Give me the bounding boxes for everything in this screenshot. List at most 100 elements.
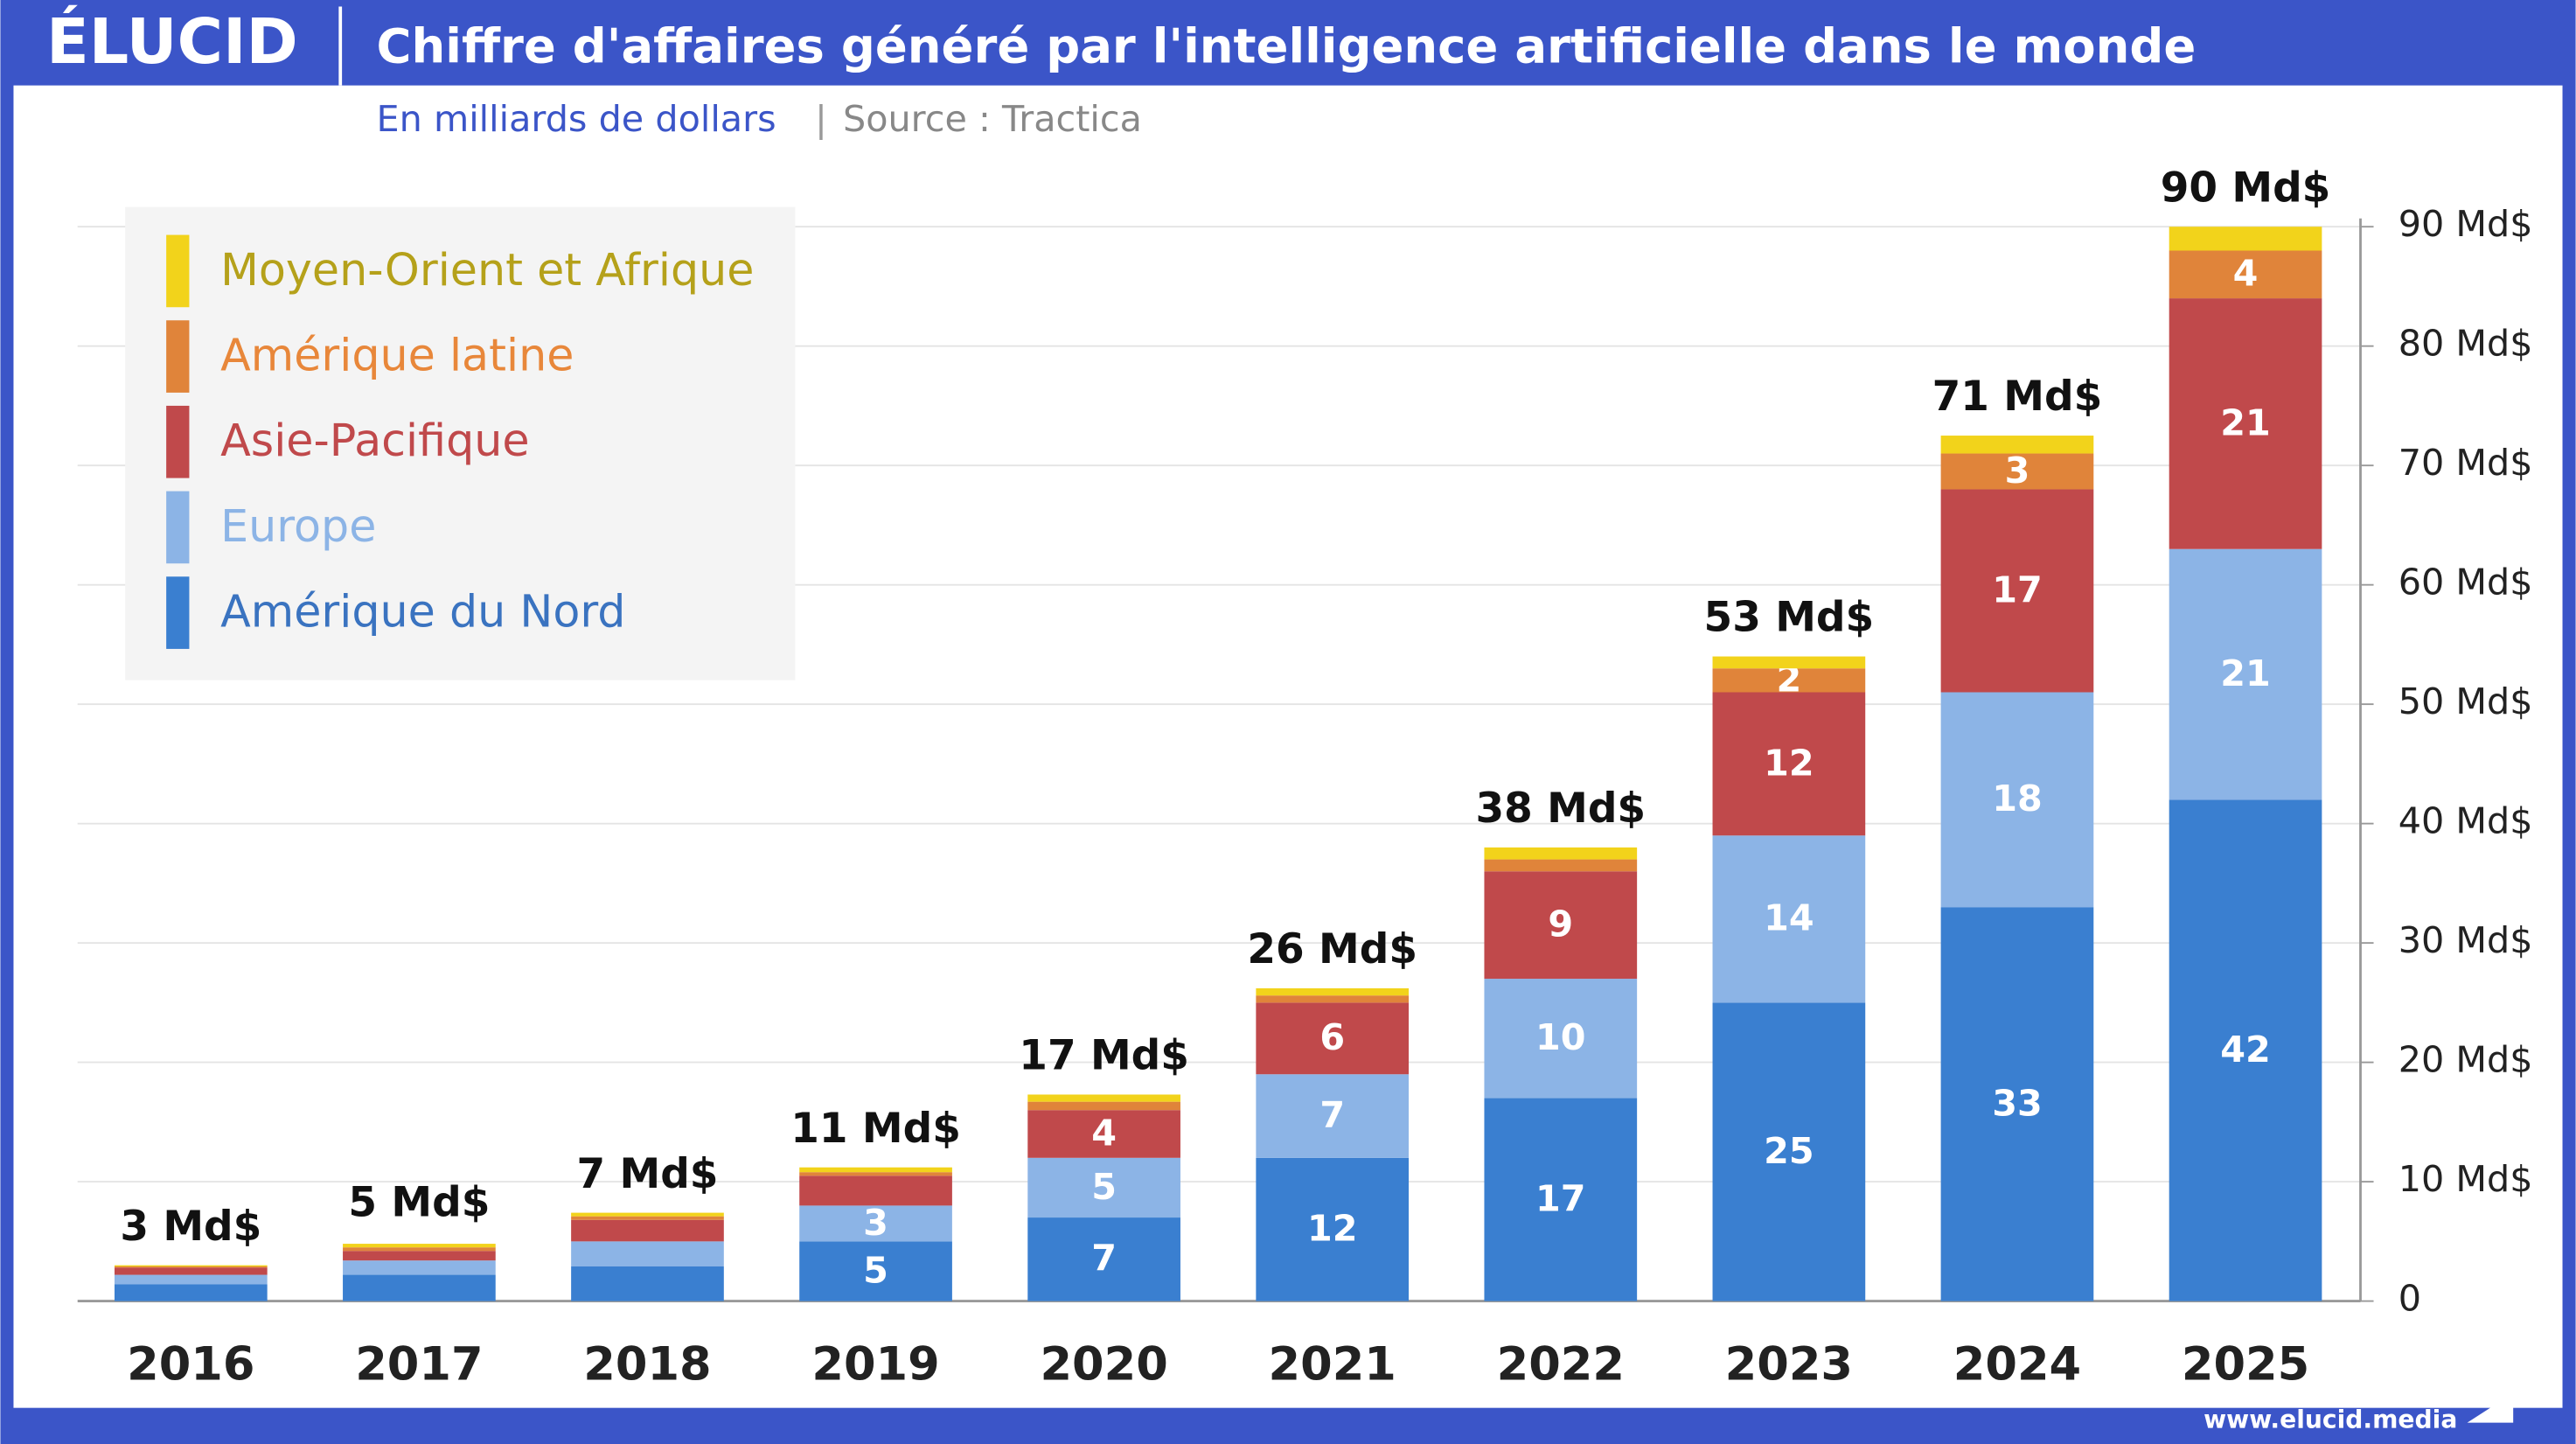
- bar-segment: [114, 1267, 268, 1275]
- legend-label: Europe: [220, 500, 376, 552]
- y-tick-label: 20 Md$: [2398, 1039, 2533, 1081]
- data-label: 18: [1992, 778, 2043, 820]
- bar-segment: [1712, 656, 1866, 669]
- bar-segment: [1484, 847, 1638, 860]
- bar-segment: [1256, 1002, 1410, 1075]
- chart-title: Chiffre d'affaires généré par l'intellig…: [377, 17, 2197, 73]
- data-label: 6: [1319, 1016, 1345, 1058]
- x-tick-label: 2020: [1040, 1337, 1167, 1391]
- bar-segment: [1940, 489, 2094, 693]
- bar-segment: [1027, 1101, 1180, 1111]
- total-label: 71 Md$: [1932, 373, 2103, 421]
- bar-segment: [1256, 987, 1410, 996]
- bar-segment: [1484, 979, 1638, 1099]
- bar-segment: [1484, 1098, 1638, 1301]
- total-label: 90 Md$: [2161, 164, 2331, 212]
- x-tick-label: 2016: [127, 1337, 254, 1391]
- legend-swatch: [166, 576, 190, 649]
- bar-segment: [1484, 871, 1638, 980]
- x-tick-label: 2025: [2182, 1337, 2309, 1391]
- y-tick-label: 90 Md$: [2398, 203, 2533, 245]
- data-label: 4: [1091, 1112, 1117, 1154]
- bar-segment: [799, 1241, 952, 1301]
- total-label: 11 Md$: [790, 1105, 961, 1153]
- y-tick-label: 0: [2398, 1278, 2421, 1320]
- legend-label: Amérique latine: [220, 329, 574, 380]
- total-label: 53 Md$: [1704, 594, 1875, 642]
- bar-segment: [1256, 1157, 1410, 1301]
- bar-segment: [1712, 668, 1866, 693]
- data-label: 33: [1992, 1082, 2043, 1124]
- data-label: 12: [1764, 742, 1814, 784]
- legend-swatch: [166, 234, 190, 308]
- total-label: 38 Md$: [1475, 785, 1646, 833]
- data-label: 5: [863, 1249, 888, 1291]
- bar-segment: [2169, 250, 2322, 299]
- x-tick-label: 2024: [1953, 1337, 2081, 1391]
- data-label: 10: [1535, 1016, 1586, 1058]
- bar-segment: [1940, 907, 2094, 1301]
- y-tick-label: 10 Md$: [2398, 1158, 2533, 1200]
- separator: |: [815, 98, 827, 140]
- data-label: 21: [2220, 652, 2271, 694]
- data-label: 9: [1548, 903, 1573, 945]
- data-label: 17: [1992, 569, 2043, 610]
- total-label: 3 Md$: [120, 1203, 261, 1251]
- bar-segment: [114, 1284, 268, 1301]
- bar-segment: [1256, 995, 1410, 1003]
- y-tick-label: 50 Md$: [2398, 680, 2533, 722]
- bar-segment: [1027, 1094, 1180, 1102]
- bar-segment: [114, 1266, 268, 1268]
- data-label: 7: [1319, 1094, 1345, 1136]
- data-label: 3: [863, 1202, 888, 1244]
- total-label: 7 Md$: [576, 1150, 718, 1198]
- bar-segment: [799, 1167, 952, 1173]
- data-label: 14: [1764, 897, 1814, 939]
- bar-segment: [2169, 298, 2322, 549]
- bar-segment: [2169, 799, 2322, 1301]
- bar-segment: [2169, 548, 2322, 800]
- bar-segment: [571, 1212, 724, 1217]
- bar-segment: [799, 1205, 952, 1242]
- legend-swatch: [166, 320, 190, 393]
- bar-segment: [343, 1244, 496, 1248]
- x-tick-label: 2018: [583, 1337, 711, 1391]
- x-tick-label: 2022: [1497, 1337, 1625, 1391]
- x-tick-label: 2017: [355, 1337, 483, 1391]
- total-label: 17 Md$: [1019, 1032, 1189, 1080]
- bar-segment: [1484, 859, 1638, 872]
- source: Source : Tractica: [843, 98, 1142, 140]
- bar-segment: [571, 1241, 724, 1267]
- y-tick-label: 80 Md$: [2398, 323, 2533, 365]
- bar-segment: [571, 1266, 724, 1301]
- bar-segment: [571, 1219, 724, 1242]
- data-label: 3: [2005, 450, 2030, 492]
- bar-segment: [1256, 1074, 1410, 1158]
- footer: www.elucid.media: [2204, 1406, 2457, 1434]
- data-label: 25: [1764, 1130, 1814, 1172]
- x-tick-label: 2021: [1269, 1337, 1396, 1391]
- legend-label: Amérique du Nord: [220, 585, 625, 637]
- bar-segment: [1940, 453, 2094, 490]
- bar-segment: [1712, 1002, 1866, 1301]
- bar-segment: [799, 1175, 952, 1206]
- legend-box: [125, 206, 796, 680]
- data-label: 5: [1091, 1166, 1117, 1208]
- legend-label: Asie-Pacifique: [220, 415, 529, 466]
- data-label: 17: [1535, 1177, 1586, 1219]
- bar-segment: [343, 1247, 496, 1252]
- data-label: 21: [2220, 401, 2271, 443]
- bar-segment: [114, 1274, 268, 1285]
- bar-segment: [1712, 835, 1866, 1003]
- bar-segment: [1940, 436, 2094, 454]
- total-label: 26 Md$: [1247, 925, 1417, 973]
- data-label: 42: [2220, 1029, 2271, 1071]
- data-label: 7: [1091, 1238, 1117, 1280]
- legend-swatch: [166, 491, 190, 564]
- legend-label: Moyen-Orient et Afrique: [220, 244, 754, 296]
- legend-swatch: [166, 405, 190, 478]
- y-tick-label: 40 Md$: [2398, 800, 2533, 842]
- subtitle: En milliards de dollars: [377, 98, 776, 140]
- y-tick-label: 60 Md$: [2398, 562, 2533, 603]
